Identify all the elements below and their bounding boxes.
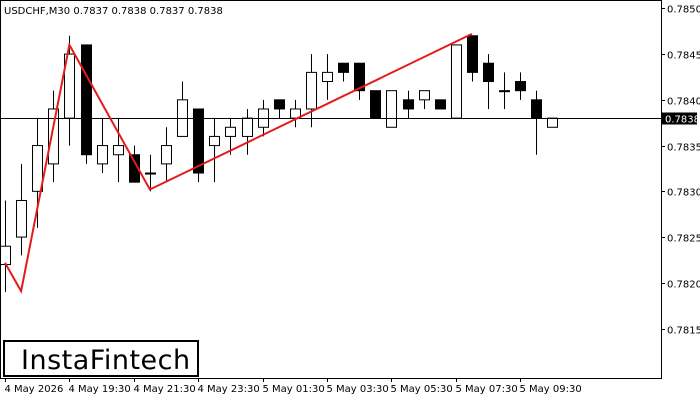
candle-body-bearish bbox=[274, 99, 285, 110]
chart-header: USDCHF,M30 0.7837 0.7838 0.7837 0.7838 bbox=[4, 6, 223, 17]
candle-body-bullish bbox=[32, 145, 43, 192]
candle bbox=[145, 154, 156, 192]
candle-body-bearish bbox=[129, 154, 140, 183]
candle-body-bearish bbox=[354, 62, 365, 92]
price-tick-label: 0.7835 bbox=[667, 143, 700, 154]
time-tick-label: 4 May 23:30 bbox=[198, 384, 260, 395]
current-price-tag: 0.7838 bbox=[662, 112, 700, 126]
candle bbox=[209, 118, 220, 183]
candle bbox=[113, 118, 124, 183]
candle bbox=[386, 90, 397, 128]
candle-body-bearish bbox=[531, 99, 542, 119]
price-tick-label: 0.7825 bbox=[667, 234, 700, 245]
candle bbox=[451, 44, 462, 119]
candle bbox=[419, 90, 430, 109]
candle-body-bullish bbox=[242, 117, 253, 137]
candle-body-bearish bbox=[193, 108, 204, 174]
candle-body-bearish bbox=[515, 81, 526, 92]
time-tick-label: 4 May 21:30 bbox=[134, 384, 196, 395]
candle-body-bullish bbox=[48, 108, 59, 165]
candle bbox=[161, 127, 172, 183]
candle bbox=[16, 163, 27, 256]
candle-body-bullish bbox=[322, 71, 333, 83]
price-tick-label: 0.7840 bbox=[667, 97, 700, 108]
candle-body-bullish bbox=[161, 145, 172, 165]
candle bbox=[97, 118, 108, 174]
candle-body-bullish bbox=[499, 90, 510, 93]
brand-logo: InstaFintech bbox=[3, 340, 199, 377]
candle-body-bullish bbox=[97, 145, 108, 165]
candle-body-bearish bbox=[81, 44, 92, 156]
price-tick-label: 0.7830 bbox=[667, 188, 700, 199]
candle bbox=[338, 62, 349, 82]
candle bbox=[322, 54, 333, 100]
pattern-line bbox=[4, 32, 473, 294]
candle-body-bullish bbox=[0, 245, 11, 266]
candle-body-bullish bbox=[386, 90, 397, 128]
candle-body-bullish bbox=[547, 117, 558, 128]
time-tick-label: 4 May 2026 bbox=[5, 384, 64, 395]
candle bbox=[435, 99, 446, 110]
price-tick-label: 0.7820 bbox=[667, 280, 700, 291]
candle-body-bullish bbox=[209, 135, 220, 147]
candle bbox=[515, 72, 526, 100]
time-axis: 4 May 2026 4 May 19:30 4 May 21:30 4 May 23… bbox=[5, 378, 582, 395]
time-tick-label: 5 May 05:30 bbox=[391, 384, 453, 395]
candle-body-bearish bbox=[403, 99, 414, 110]
plot-area-frame bbox=[0, 0, 662, 379]
candle bbox=[483, 54, 494, 109]
candle bbox=[547, 117, 558, 128]
time-tick-label: 4 May 19:30 bbox=[69, 384, 131, 395]
candle bbox=[306, 54, 317, 128]
time-tick-label: 5 May 07:30 bbox=[456, 384, 518, 395]
candle-body-bearish bbox=[483, 62, 494, 83]
candle bbox=[403, 90, 414, 119]
candle bbox=[48, 90, 59, 183]
candle bbox=[370, 90, 381, 119]
candle bbox=[225, 118, 236, 155]
candle-body-bullish bbox=[113, 145, 124, 156]
candle-body-bearish bbox=[467, 35, 478, 73]
price-axis: 0.7850 0.7845 0.7840 0.7835 0.7830 0.7825 0.78… bbox=[661, 5, 700, 337]
candle bbox=[193, 108, 204, 183]
candle bbox=[499, 72, 510, 109]
candle bbox=[81, 44, 92, 164]
current-price-label: 0.7838 bbox=[665, 115, 700, 126]
brand-logo-text: InstaFintech bbox=[21, 345, 191, 376]
candle-body-bullish bbox=[306, 71, 317, 110]
candle-body-bullish bbox=[419, 90, 430, 101]
candle-body-bearish bbox=[435, 99, 446, 110]
price-tick-label: 0.7815 bbox=[667, 326, 700, 337]
time-tick-label: 5 May 03:30 bbox=[327, 384, 389, 395]
time-tick-label: 5 May 09:30 bbox=[520, 384, 582, 395]
candle-body-bullish bbox=[451, 44, 462, 119]
price-tick-label: 0.7845 bbox=[667, 51, 700, 62]
candle bbox=[274, 99, 285, 119]
candle bbox=[467, 35, 478, 82]
candle-body-bullish bbox=[225, 126, 236, 137]
candle-body-bullish bbox=[145, 172, 156, 175]
price-tick-label: 0.7850 bbox=[667, 5, 700, 16]
candle-body-bearish bbox=[338, 62, 349, 73]
time-tick-label: 5 May 01:30 bbox=[263, 384, 325, 395]
candle-body-bearish bbox=[370, 90, 381, 119]
candle bbox=[354, 62, 365, 100]
candle-body-bullish bbox=[16, 199, 27, 238]
